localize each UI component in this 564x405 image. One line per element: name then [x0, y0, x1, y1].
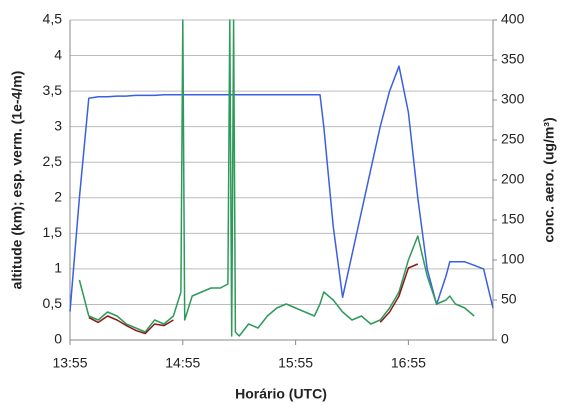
y2-tick-label: 350: [501, 51, 525, 67]
series-line: [69, 65, 494, 312]
y2-tick-label: 100: [501, 251, 525, 267]
y-axis-label: altitude (km); esp. verm. (1e-4/m): [9, 71, 25, 290]
x-axis-label: Horário (UTC): [235, 386, 327, 402]
y-tick-label: 2,5: [43, 153, 63, 169]
series-line: [78, 19, 475, 337]
y-tick-label: 2: [54, 188, 62, 204]
y2-tick-label: 0: [501, 331, 509, 347]
y-tick-label: 1,5: [43, 224, 63, 240]
y-tick-label: 4,5: [43, 11, 63, 27]
y2-tick-label: 300: [501, 91, 525, 107]
y-tick-label: 3: [54, 117, 62, 133]
x-tick-label: 15:55: [278, 355, 313, 371]
y-tick-label: 0,5: [43, 295, 63, 311]
y-tick-label: 4: [54, 46, 62, 62]
x-tick-label: 13:55: [52, 355, 87, 371]
series-line: [88, 263, 419, 335]
y2-tick-label: 150: [501, 211, 525, 227]
y2-tick-label: 50: [501, 291, 517, 307]
x-tick-label: 16:55: [391, 355, 426, 371]
y2-axis-label: conc. aero. (ug/m³): [541, 117, 557, 242]
y-tick-label: 0: [54, 331, 62, 347]
y-tick-label: 1: [54, 260, 62, 276]
y-tick-label: 3,5: [43, 82, 63, 98]
y2-tick-label: 250: [501, 131, 525, 147]
y2-tick-label: 200: [501, 171, 525, 187]
x-tick-label: 14:55: [165, 355, 200, 371]
y2-tick-label: 400: [501, 11, 525, 27]
